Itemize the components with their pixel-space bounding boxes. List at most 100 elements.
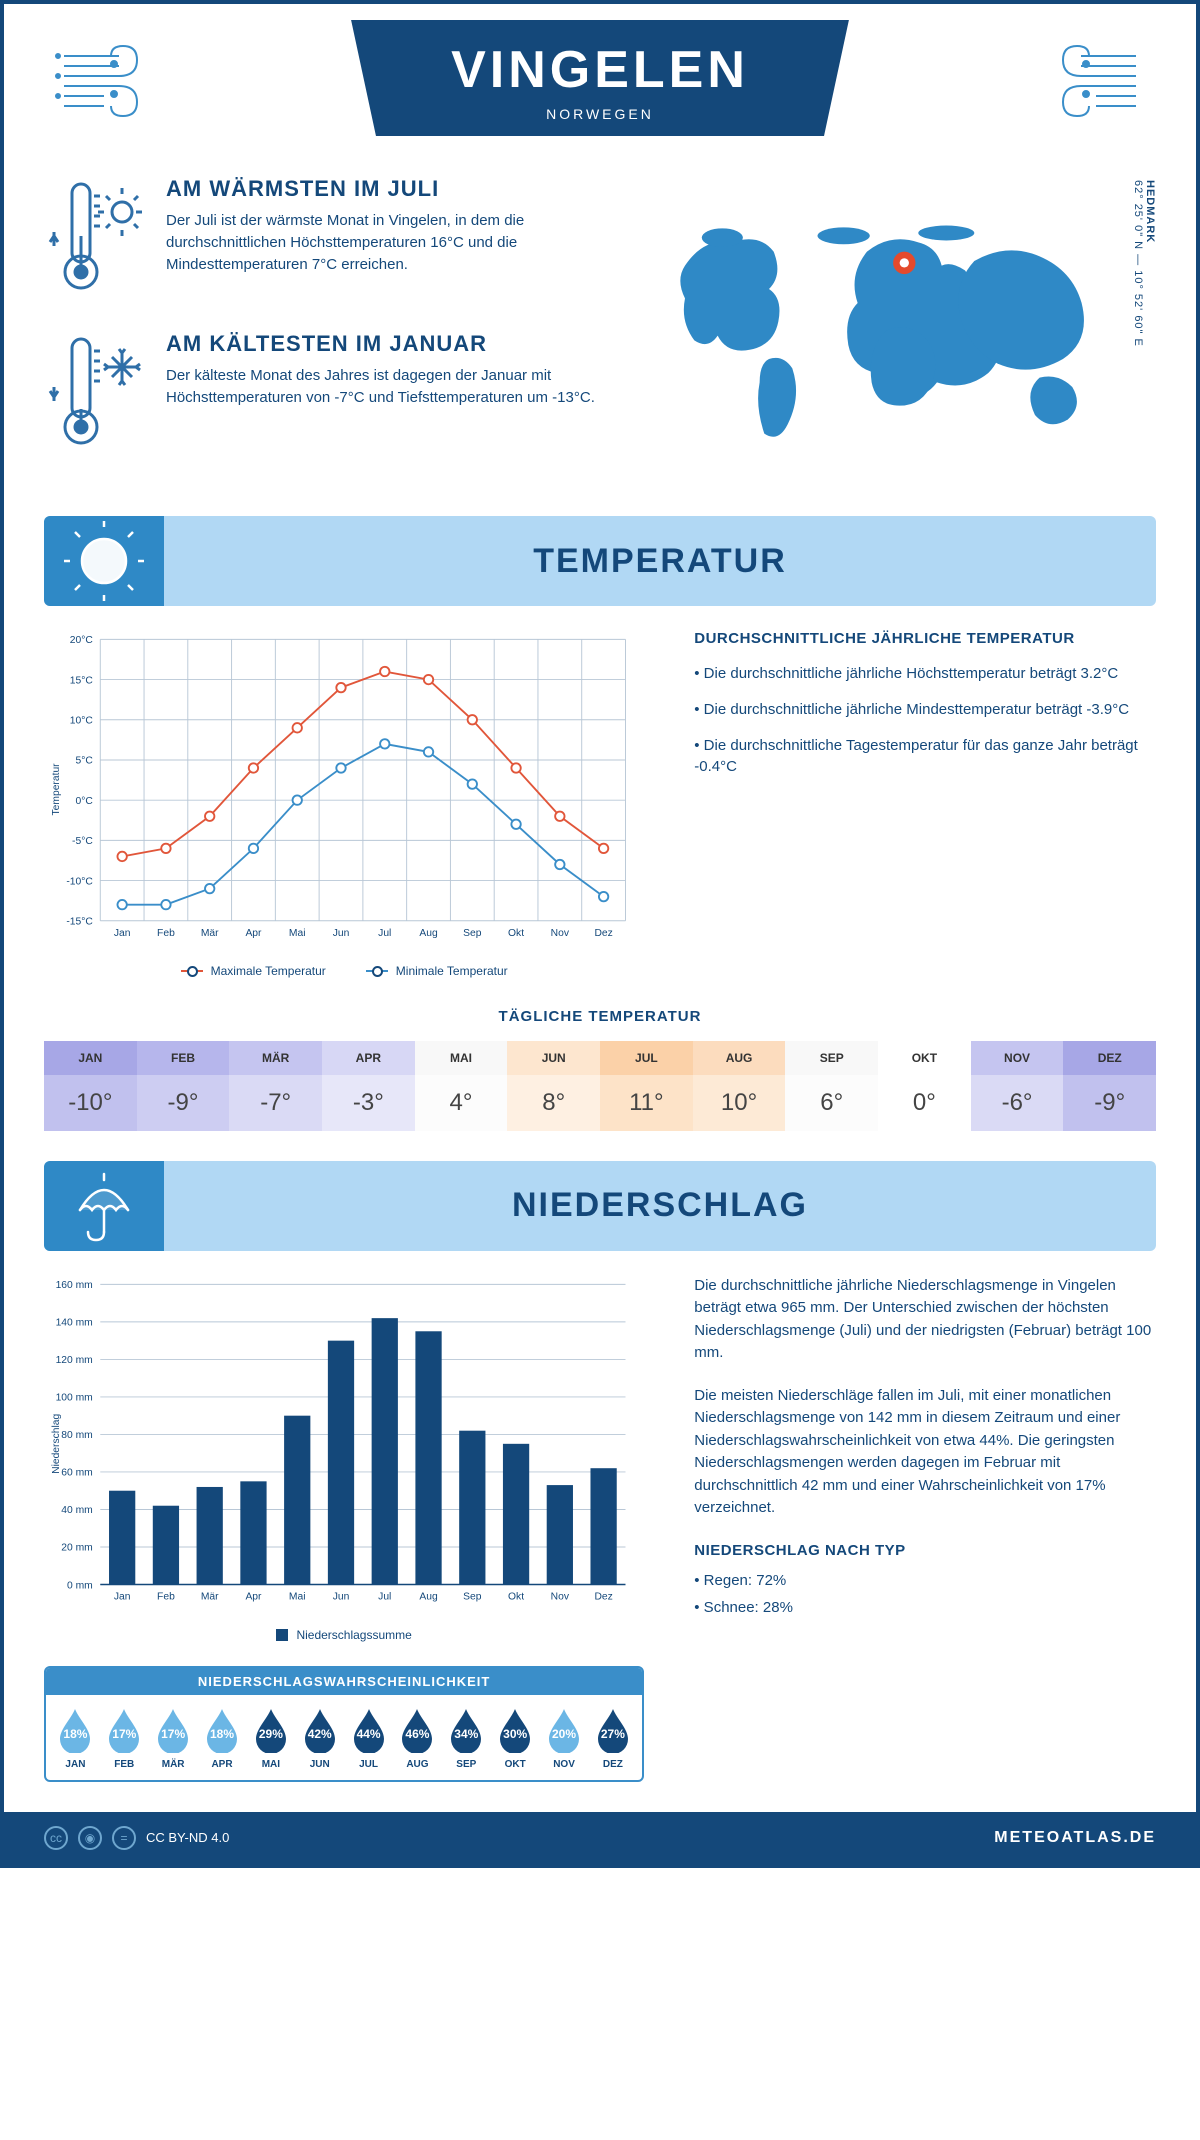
umbrella-icon: [44, 1161, 164, 1251]
raindrop-icon: 20%: [545, 1707, 583, 1753]
license-text: CC BY-ND 4.0: [146, 1830, 229, 1845]
section-title-prec: NIEDERSCHLAG: [164, 1186, 1156, 1225]
prec-legend: Niederschlagssumme: [44, 1628, 644, 1642]
svg-text:Mär: Mär: [201, 1591, 219, 1602]
svg-text:Nov: Nov: [551, 928, 570, 939]
svg-text:Dez: Dez: [594, 928, 612, 939]
wind-icon: [1026, 24, 1156, 134]
prob-cell: 20%NOV: [541, 1707, 588, 1770]
coldest-text: Der kälteste Monat des Jahres ist dagege…: [166, 365, 617, 409]
svg-text:Niederschlag: Niederschlag: [51, 1413, 62, 1473]
daily-cell: OKT0°: [878, 1041, 971, 1131]
svg-text:Mai: Mai: [289, 928, 306, 939]
raindrop-icon: 17%: [105, 1707, 143, 1753]
svg-text:Apr: Apr: [245, 1591, 262, 1602]
section-title-temp: TEMPERATUR: [164, 542, 1156, 581]
raindrop-icon: 29%: [252, 1707, 290, 1753]
svg-text:15°C: 15°C: [70, 675, 94, 686]
svg-text:Apr: Apr: [245, 928, 262, 939]
coldest-title: AM KÄLTESTEN IM JANUAR: [166, 331, 617, 357]
prec-left: 0 mm20 mm40 mm60 mm80 mm100 mm120 mm140 …: [44, 1275, 644, 1782]
temp-chart: -15°C-10°C-5°C0°C5°C10°C15°C20°CJanFebMä…: [44, 630, 644, 978]
daily-cell: AUG10°: [693, 1041, 786, 1131]
daily-cell: APR-3°: [322, 1041, 415, 1131]
world-map-icon: [657, 176, 1124, 486]
svg-text:-10°C: -10°C: [66, 876, 93, 887]
prob-cell: 17%FEB: [101, 1707, 148, 1770]
legend-max: Maximale Temperatur: [211, 964, 326, 978]
svg-text:Mai: Mai: [289, 1591, 306, 1602]
daily-cell: MÄR-7°: [229, 1041, 322, 1131]
lon: 10° 52' 60" E: [1132, 270, 1144, 347]
svg-text:Jul: Jul: [378, 1591, 391, 1602]
raindrop-icon: 30%: [496, 1707, 534, 1753]
prob-cell: 17%MÄR: [150, 1707, 197, 1770]
svg-text:Aug: Aug: [419, 928, 438, 939]
thermometer-cold-icon: [44, 331, 144, 456]
temp-text: DURCHSCHNITTLICHE JÄHRLICHE TEMPERATUR •…: [694, 630, 1156, 978]
raindrop-icon: 18%: [203, 1707, 241, 1753]
prob-cell: 46%AUG: [394, 1707, 441, 1770]
svg-text:40 mm: 40 mm: [61, 1505, 92, 1516]
prec-type-2: • Schnee: 28%: [694, 1597, 1156, 1620]
prob-title: NIEDERSCHLAGSWAHRSCHEINLICHKEIT: [46, 1668, 642, 1695]
cc-icon: cc: [44, 1826, 68, 1850]
raindrop-icon: 42%: [301, 1707, 339, 1753]
svg-text:Temperatur: Temperatur: [51, 763, 62, 816]
warmest-block: AM WÄRMSTEN IM JULI Der Juli ist der wär…: [44, 176, 617, 301]
prec-text: Die durchschnittliche jährliche Niedersc…: [694, 1275, 1156, 1782]
temp-text-title: DURCHSCHNITTLICHE JÄHRLICHE TEMPERATUR: [694, 630, 1156, 647]
prob-cell: 44%JUL: [345, 1707, 392, 1770]
by-icon: ◉: [78, 1826, 102, 1850]
svg-text:0 mm: 0 mm: [67, 1580, 93, 1591]
daily-cell: DEZ-9°: [1063, 1041, 1156, 1131]
coldest-block: AM KÄLTESTEN IM JANUAR Der kälteste Mona…: [44, 331, 617, 456]
raindrop-icon: 18%: [56, 1707, 94, 1753]
svg-text:Jun: Jun: [333, 1591, 350, 1602]
raindrop-icon: 27%: [594, 1707, 632, 1753]
svg-text:10°C: 10°C: [70, 716, 94, 727]
svg-text:Feb: Feb: [157, 928, 175, 939]
svg-text:Mär: Mär: [201, 928, 219, 939]
daily-temp-table: JAN-10°FEB-9°MÄR-7°APR-3°MAI4°JUN8°JUL11…: [44, 1041, 1156, 1131]
temp-bullet-2: • Die durchschnittliche jährliche Mindes…: [694, 699, 1156, 721]
svg-text:100 mm: 100 mm: [56, 1393, 93, 1404]
svg-text:60 mm: 60 mm: [61, 1468, 92, 1479]
svg-text:Aug: Aug: [419, 1591, 438, 1602]
daily-cell: JUN8°: [507, 1041, 600, 1131]
daily-cell: SEP6°: [785, 1041, 878, 1131]
title-ribbon: VINGELEN NORWEGEN: [351, 20, 849, 136]
svg-text:20 mm: 20 mm: [61, 1543, 92, 1554]
section-bar-prec: NIEDERSCHLAG: [44, 1161, 1156, 1251]
wind-icon: [44, 24, 174, 134]
thermometer-hot-icon: [44, 176, 144, 301]
brand: METEOATLAS.DE: [994, 1829, 1156, 1847]
svg-text:Okt: Okt: [508, 1591, 524, 1602]
svg-text:Dez: Dez: [594, 1591, 612, 1602]
prob-cell: 34%SEP: [443, 1707, 490, 1770]
temp-legend: Maximale Temperatur Minimale Temperatur: [44, 964, 644, 978]
daily-title: TÄGLICHE TEMPERATUR: [44, 1008, 1156, 1025]
svg-text:0°C: 0°C: [75, 796, 93, 807]
svg-text:Nov: Nov: [551, 1591, 570, 1602]
map-wrap: HEDMARK 62° 25' 0" N — 10° 52' 60" E: [657, 176, 1156, 486]
nd-icon: =: [112, 1826, 136, 1850]
footer: cc ◉ = CC BY-ND 4.0 METEOATLAS.DE: [4, 1812, 1196, 1864]
daily-cell: JAN-10°: [44, 1041, 137, 1131]
svg-text:Jul: Jul: [378, 928, 391, 939]
city-title: VINGELEN: [451, 40, 749, 100]
country-subtitle: NORWEGEN: [451, 106, 749, 122]
prob-cell: 42%JUN: [296, 1707, 343, 1770]
region: HEDMARK: [1144, 180, 1156, 243]
lat: 62° 25' 0" N: [1132, 180, 1144, 250]
prec-bar-chart: 0 mm20 mm40 mm60 mm80 mm100 mm120 mm140 …: [44, 1275, 644, 1613]
map-marker-icon: [893, 252, 915, 274]
svg-text:Feb: Feb: [157, 1591, 175, 1602]
temp-section: -15°C-10°C-5°C0°C5°C10°C15°C20°CJanFebMä…: [44, 630, 1156, 978]
svg-text:Jan: Jan: [114, 1591, 131, 1602]
daily-cell: FEB-9°: [137, 1041, 230, 1131]
svg-text:Sep: Sep: [463, 1591, 482, 1602]
section-bar-temp: TEMPERATUR: [44, 516, 1156, 606]
prec-type-1: • Regen: 72%: [694, 1570, 1156, 1593]
prec-p2: Die meisten Niederschläge fallen im Juli…: [694, 1385, 1156, 1520]
